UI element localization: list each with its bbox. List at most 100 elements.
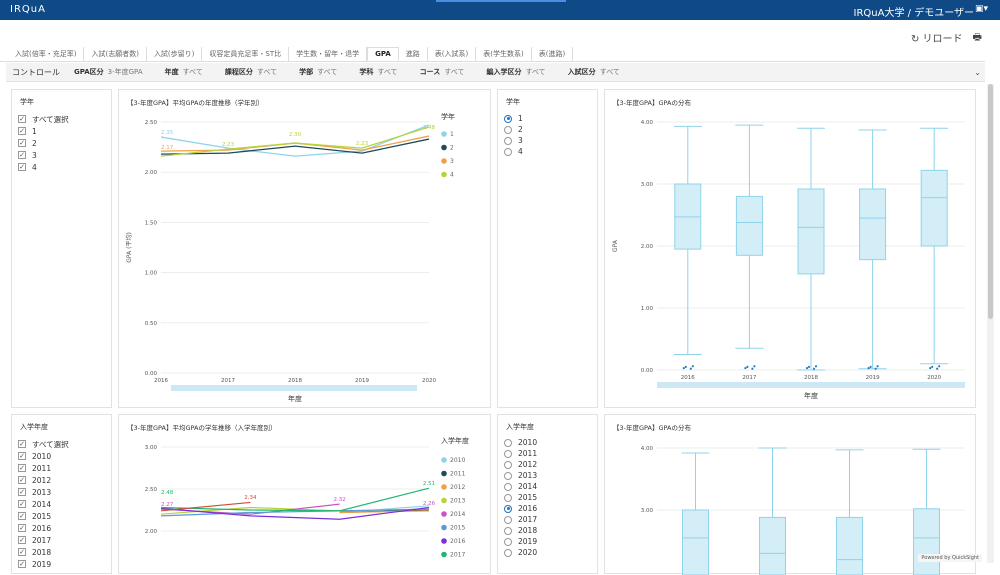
y-tick-label: 1.00 — [641, 306, 654, 312]
control-filter-value: すべて — [444, 68, 464, 76]
tab-item[interactable]: 表(学生数系) — [476, 47, 531, 61]
control-filter-value: すべて — [257, 68, 277, 76]
data-label: 2.23 — [356, 141, 369, 147]
radio-item[interactable]: 2017 — [504, 514, 537, 525]
tab-item[interactable]: GPA — [367, 47, 399, 61]
radio-icon — [504, 450, 512, 458]
radio-label: 4 — [518, 147, 523, 156]
checkbox-label: 2011 — [32, 464, 51, 473]
tab-item[interactable]: 表(入試系) — [428, 47, 476, 61]
select-all-checkbox[interactable]: ✓すべて選択 — [18, 113, 69, 125]
control-filter[interactable]: 入試区分すべて — [568, 67, 620, 77]
checkbox-item[interactable]: ✓2 — [18, 137, 69, 149]
checkbox-label: 2017 — [32, 536, 51, 545]
radio-item[interactable]: 1 — [504, 113, 523, 124]
user-menu[interactable]: IRQuA大学 / デモユーザー — [854, 4, 974, 19]
gpa-distribution-chart-2[interactable]: 3.004.00 — [605, 415, 977, 575]
user-dropdown-icon[interactable]: ▣▾ — [975, 4, 988, 14]
radio-item[interactable]: 2018 — [504, 525, 537, 536]
control-filter[interactable]: 学部すべて — [299, 67, 337, 77]
radio-item[interactable]: 3 — [504, 135, 523, 146]
y-tick-label: 3.00 — [641, 508, 654, 514]
x-axis-label: 年度 — [288, 394, 302, 403]
radio-item[interactable]: 2014 — [504, 481, 537, 492]
checkbox-item[interactable]: ✓2013 — [18, 486, 69, 498]
app-logo[interactable]: IRQuA — [10, 4, 46, 15]
tab-item[interactable]: 表(進路) — [532, 47, 573, 61]
control-filter-value: すべて — [317, 68, 337, 76]
tab-item[interactable]: 進路 — [399, 47, 428, 61]
radio-item[interactable]: 2016 — [504, 503, 537, 514]
tab-item[interactable]: 学生数・留年・退学 — [289, 47, 367, 61]
checkbox-label: すべて選択 — [32, 114, 69, 125]
control-filter[interactable]: 編入学区分すべて — [486, 67, 545, 77]
radio-item[interactable]: 2013 — [504, 470, 537, 481]
radio-item[interactable]: 2015 — [504, 492, 537, 503]
panel-title: 学年 — [506, 97, 520, 107]
checkbox-label: すべて選択 — [32, 439, 69, 450]
radio-item[interactable]: 2010 — [504, 437, 537, 448]
radio-item[interactable]: 2020 — [504, 547, 537, 558]
checkbox-label: 3 — [32, 151, 37, 160]
chevron-down-icon[interactable]: ⌄ — [974, 68, 981, 77]
checkbox-item[interactable]: ✓1 — [18, 125, 69, 137]
y-tick-label: 0.50 — [145, 321, 158, 327]
radio-icon — [504, 148, 512, 156]
tab-item[interactable]: 入試(志願者数) — [84, 47, 146, 61]
checkbox-item[interactable]: ✓2012 — [18, 474, 69, 486]
check-icon: ✓ — [18, 151, 26, 159]
control-filter[interactable]: 学科すべて — [359, 67, 397, 77]
radio-item[interactable]: 2 — [504, 124, 523, 135]
tab-item[interactable]: 入試(歩留り) — [147, 47, 202, 61]
print-icon[interactable]: 🖶 — [973, 30, 982, 47]
checkbox-item[interactable]: ✓3 — [18, 149, 69, 161]
y-tick-label: 3.00 — [145, 445, 158, 451]
check-icon: ✓ — [18, 488, 26, 496]
outlier-point — [936, 368, 938, 370]
tab-item[interactable]: 収容定員充足率・ST比 — [202, 47, 289, 61]
select-all-checkbox[interactable]: ✓すべて選択 — [18, 438, 69, 450]
radio-item[interactable]: 2012 — [504, 459, 537, 470]
legend-label: 2011 — [450, 471, 465, 478]
legend-label: 4 — [450, 172, 454, 179]
outlier-point — [870, 366, 872, 368]
legend-marker — [441, 172, 447, 178]
checkbox-item[interactable]: ✓2015 — [18, 510, 69, 522]
radio-icon — [504, 505, 512, 513]
checkbox-item[interactable]: ✓4 — [18, 161, 69, 173]
radio-label: 2012 — [518, 460, 537, 469]
checkbox-item[interactable]: ✓2018 — [18, 546, 69, 558]
checkbox-item[interactable]: ✓2014 — [18, 498, 69, 510]
checkbox-item[interactable]: ✓2016 — [18, 522, 69, 534]
data-label: 2.30 — [289, 132, 302, 138]
checkbox-item[interactable]: ✓2010 — [18, 450, 69, 462]
x-tick-label: 2019 — [866, 375, 880, 381]
control-filter[interactable]: コースすべて — [420, 67, 465, 77]
control-filter-label: 年度 — [165, 68, 179, 76]
legend-label: 2016 — [450, 538, 465, 545]
radio-item[interactable]: 2019 — [504, 536, 537, 547]
check-icon: ✓ — [18, 560, 26, 568]
reload-button[interactable]: ↻ リロード — [911, 30, 963, 47]
control-filter[interactable]: 課程区分すべて — [225, 67, 277, 77]
tab-item[interactable]: 入試(倍率・充足率) — [8, 47, 84, 61]
page-scrollbar[interactable] — [987, 84, 994, 563]
checkbox-label: 2018 — [32, 548, 51, 557]
radio-item[interactable]: 4 — [504, 146, 523, 157]
control-filter[interactable]: 年度すべて — [165, 67, 203, 77]
checkbox-item[interactable]: ✓2019 — [18, 558, 69, 570]
checkbox-item[interactable]: ✓2011 — [18, 462, 69, 474]
checkbox-item[interactable]: ✓2017 — [18, 534, 69, 546]
data-label: 2.48 — [423, 125, 436, 131]
legend-marker — [441, 131, 447, 137]
scrollbar-thumb[interactable] — [988, 84, 993, 319]
radio-item[interactable]: 2011 — [504, 448, 537, 459]
